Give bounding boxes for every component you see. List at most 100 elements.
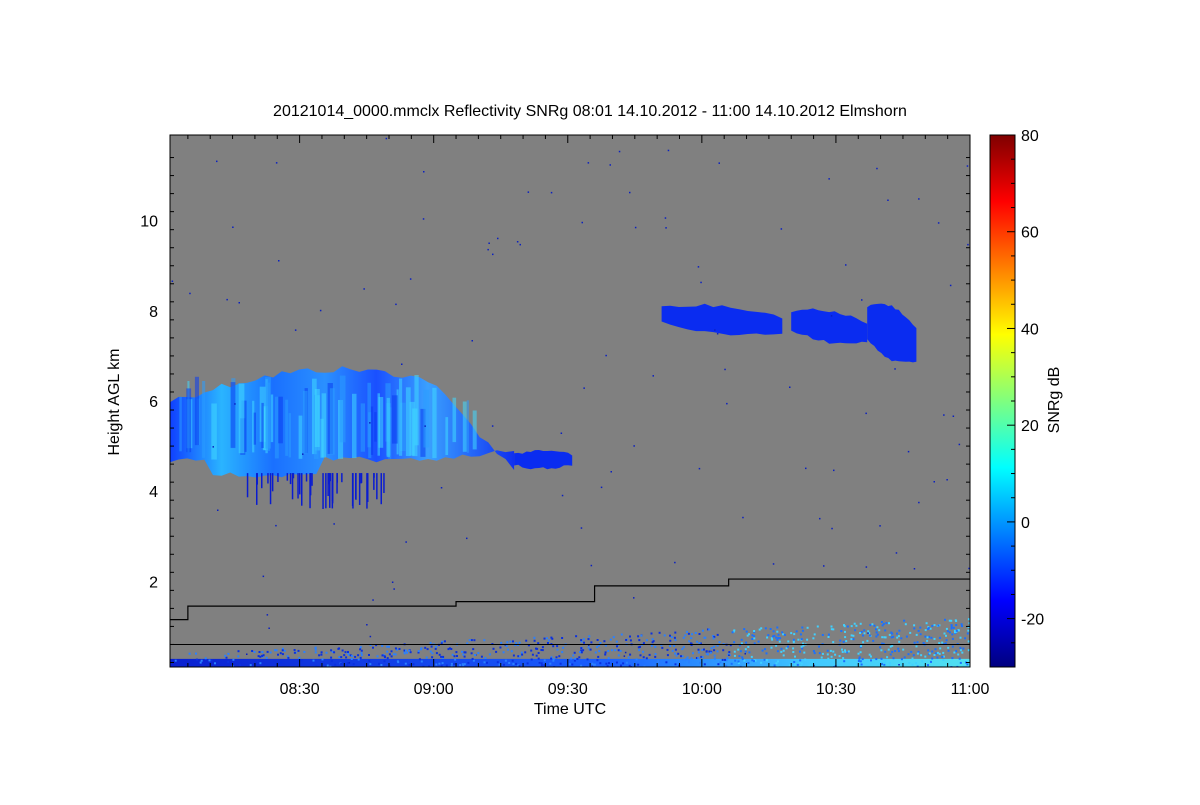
clutter-pixel xyxy=(369,663,372,666)
clutter-pixel xyxy=(753,630,756,632)
clutter-pixel xyxy=(660,644,663,647)
clutter-pixel xyxy=(463,655,466,658)
clutter-pixel xyxy=(435,645,438,648)
y-axis-label: Height AGL km xyxy=(106,348,123,455)
clutter-pixel xyxy=(716,633,719,636)
noise-pixel xyxy=(275,162,278,164)
clutter-pixel xyxy=(781,631,784,634)
noise-pixel xyxy=(828,178,830,180)
clutter-pixel xyxy=(386,657,389,660)
clutter-pixel xyxy=(297,659,300,662)
clutter-pixel xyxy=(583,641,585,644)
clutter-pixel xyxy=(696,640,699,643)
clutter-pixel xyxy=(472,659,475,662)
clutter-pixel xyxy=(579,651,582,653)
noise-pixel xyxy=(718,162,720,164)
clutter-pixel xyxy=(863,632,866,635)
clutter-pixel xyxy=(321,658,324,661)
clutter-pixel xyxy=(934,648,937,651)
noise-pixel xyxy=(895,552,898,554)
clutter-pixel xyxy=(816,625,819,628)
clutter-pixel xyxy=(801,626,804,629)
virga-streak xyxy=(325,473,327,509)
cloud-streak xyxy=(314,389,320,447)
virga-streak xyxy=(329,473,331,508)
clutter-pixel xyxy=(214,662,216,665)
clutter-pixel xyxy=(669,639,672,642)
clutter-pixel xyxy=(713,649,716,652)
noise-pixel xyxy=(294,329,297,331)
noise-pixel xyxy=(667,149,670,152)
noise-pixel xyxy=(516,241,519,243)
clutter-pixel xyxy=(737,662,740,665)
x-axis-label: Time UTC xyxy=(534,701,606,718)
clutter-pixel xyxy=(441,662,444,665)
clutter-pixel xyxy=(318,654,321,657)
clutter-pixel xyxy=(830,628,833,631)
clutter-pixel xyxy=(349,654,352,657)
y-tick-label: 6 xyxy=(149,394,158,411)
clutter-pixel xyxy=(933,637,936,640)
clutter-pixel xyxy=(612,636,615,639)
clutter-pixel xyxy=(758,628,761,631)
clutter-pixel xyxy=(708,650,711,653)
clutter-pixel xyxy=(645,639,648,642)
clutter-pixel xyxy=(738,655,741,658)
clutter-pixel xyxy=(518,665,521,667)
virga-streak xyxy=(301,473,303,506)
clutter-pixel xyxy=(859,622,862,625)
cloud-streak xyxy=(391,395,398,444)
virga-streak xyxy=(366,473,368,509)
noise-pixel xyxy=(588,644,590,646)
clutter-pixel xyxy=(902,648,905,651)
cloud-streak xyxy=(288,413,291,458)
clutter-pixel xyxy=(208,659,211,662)
clutter-pixel xyxy=(530,649,533,652)
clutter-pixel xyxy=(670,636,673,639)
clutter-pixel xyxy=(713,654,716,657)
clutter-pixel xyxy=(450,648,453,650)
clutter-pixel xyxy=(880,662,883,665)
cloud-streak xyxy=(432,387,437,459)
clutter-pixel xyxy=(651,641,654,644)
clutter-pixel xyxy=(531,653,534,656)
clutter-pixel xyxy=(870,659,872,662)
clutter-pixel xyxy=(857,660,860,662)
clutter-pixel xyxy=(503,663,505,666)
noise-pixel xyxy=(391,581,394,583)
clutter-pixel xyxy=(927,627,930,630)
noise-pixel xyxy=(171,280,174,282)
clutter-pixel xyxy=(543,664,546,667)
virga-streak xyxy=(305,473,308,482)
clutter-pixel xyxy=(955,650,958,653)
noise-pixel xyxy=(369,635,372,638)
clutter-pixel xyxy=(944,642,947,645)
clutter-pixel xyxy=(955,629,958,632)
clutter-pixel xyxy=(406,651,408,654)
clutter-pixel xyxy=(967,649,970,652)
clutter-pixel xyxy=(654,653,657,655)
clutter-pixel xyxy=(866,639,869,642)
noise-pixel xyxy=(968,567,970,570)
clutter-pixel xyxy=(396,648,398,651)
clutter-pixel xyxy=(966,632,969,635)
clutter-pixel xyxy=(928,635,931,638)
clutter-pixel xyxy=(772,630,775,633)
clutter-pixel xyxy=(773,664,776,667)
clutter-pixel xyxy=(275,649,278,652)
clutter-pixel xyxy=(698,633,701,635)
clutter-pixel xyxy=(799,650,801,653)
clutter-pixel xyxy=(298,656,301,659)
clutter-pixel xyxy=(712,637,715,640)
clutter-pixel xyxy=(210,659,213,662)
clutter-pixel xyxy=(466,642,469,645)
noise-pixel xyxy=(372,599,374,601)
clutter-pixel xyxy=(701,656,704,659)
cloud-streak xyxy=(445,417,449,455)
noise-pixel xyxy=(952,415,955,417)
clutter-pixel xyxy=(936,651,939,654)
cloud-streak xyxy=(211,403,217,460)
clutter-pixel xyxy=(898,640,901,643)
clutter-pixel xyxy=(703,663,706,666)
clutter-pixel xyxy=(329,665,332,667)
